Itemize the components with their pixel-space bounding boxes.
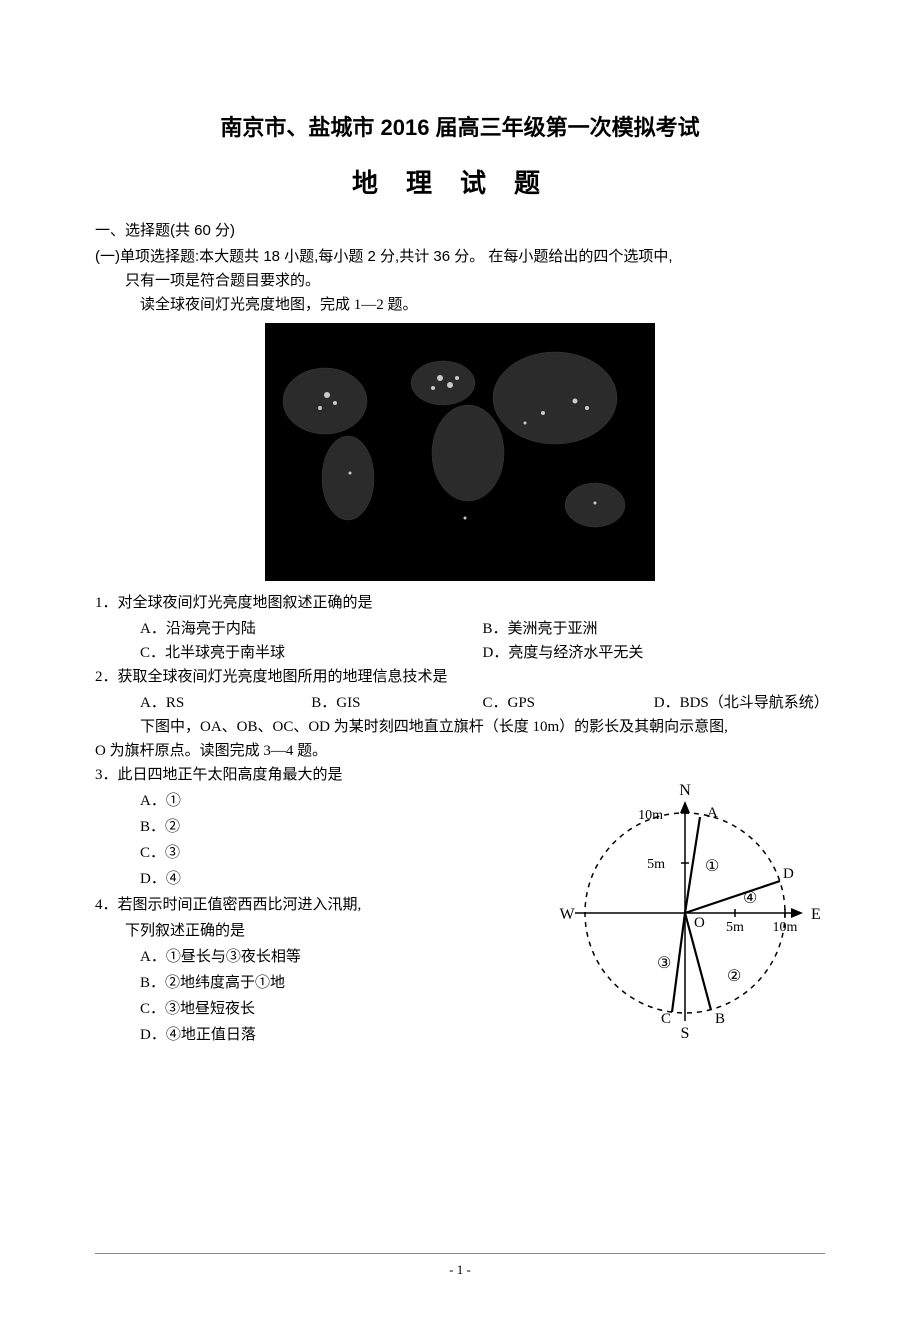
- page-footer: - 1 -: [95, 1253, 825, 1281]
- q3-opt-c: C．③: [140, 841, 535, 865]
- q4-options: A．①昼长与③夜长相等 B．②地纬度高于①地 C．③地昼短夜长 D．④地正值日落: [95, 945, 535, 1047]
- q4-opt-a: A．①昼长与③夜长相等: [140, 945, 535, 969]
- q1-stem: 1．对全球夜间灯光亮度地图叙述正确的是: [95, 591, 825, 615]
- q3-options: A．① B．② C．③ D．④: [95, 789, 535, 891]
- tick-10m-n: 10m: [638, 808, 663, 823]
- q2-opt-a: A．RS: [140, 691, 311, 715]
- endpoint-C: C: [661, 1011, 671, 1027]
- tick-5m-e: 5m: [726, 920, 744, 935]
- tick-5m-n: 5m: [647, 857, 665, 872]
- label-S: S: [681, 1025, 690, 1042]
- endpoint-B: B: [715, 1011, 725, 1027]
- intro-q3-q4-line1: 下图中，OA、OB、OC、OD 为某时刻四地直立旗杆（长度 10m）的影长及其朝…: [95, 715, 825, 739]
- earth-night-map: [265, 323, 655, 581]
- q3-opt-b: B．②: [140, 815, 535, 839]
- circled-4: ④: [743, 890, 757, 907]
- page-number: - 1 -: [449, 1262, 471, 1277]
- q3-opt-a: A．①: [140, 789, 535, 813]
- q2-stem: 2．获取全球夜间灯光亮度地图所用的地理信息技术是: [95, 665, 825, 689]
- subsection-1-line1: (一)单项选择题:本大题共 18 小题,每小题 2 分,共计 36 分。 在每小…: [95, 245, 825, 269]
- q4-stem: 4．若图示时间正值密西西比河进入汛期,: [95, 893, 535, 917]
- endpoint-A: A: [707, 805, 718, 821]
- label-N: N: [679, 782, 691, 799]
- q3-stem: 3．此日四地正午太阳高度角最大的是: [95, 763, 535, 787]
- q4-opt-b: B．②地纬度高于①地: [140, 971, 535, 995]
- q4-opt-c: C．③地昼短夜长: [140, 997, 535, 1021]
- compass-diagram: N S W E O 10m 5m 5m 10m ① ② ③ ④ A B C D: [545, 763, 825, 1063]
- intro-q3-q4-line2: O 为旗杆原点。读图完成 3—4 题。: [95, 739, 825, 763]
- q1-options-row1: A．沿海亮于内陆 B．美洲亮于亚洲: [95, 617, 825, 641]
- endpoint-D: D: [783, 866, 794, 882]
- section-1-heading: 一、选择题(共 60 分): [95, 219, 825, 243]
- circled-3: ③: [657, 955, 671, 972]
- q1-options-row2: C．北半球亮于南半球 D．亮度与经济水平无关: [95, 641, 825, 665]
- q2-opt-b: B．GIS: [311, 691, 482, 715]
- circled-1: ①: [705, 858, 719, 875]
- q1-opt-b: B．美洲亮于亚洲: [483, 617, 826, 641]
- tick-10m-e: 10m: [773, 920, 798, 935]
- subsection-1-line2: 只有一项是符合题目要求的。: [95, 269, 825, 293]
- q1-opt-a: A．沿海亮于内陆: [140, 617, 483, 641]
- q4-opt-d: D．④地正值日落: [140, 1023, 535, 1047]
- subject-title: 地理试题: [95, 163, 825, 205]
- q2-opt-d: D．BDS（北斗导航系统）: [654, 691, 825, 715]
- q2-options: A．RS B．GIS C．GPS D．BDS（北斗导航系统）: [95, 691, 825, 715]
- circled-2: ②: [727, 968, 741, 985]
- compass-svg: N S W E O 10m 5m 5m 10m ① ② ③ ④ A B C D: [545, 763, 825, 1063]
- intro-q1-q2: 读全球夜间灯光亮度地图，完成 1—2 题。: [95, 293, 825, 317]
- q3-opt-d: D．④: [140, 867, 535, 891]
- exam-title: 南京市、盐城市 2016 届高三年级第一次模拟考试: [95, 110, 825, 145]
- q4-stem-cont: 下列叙述正确的是: [95, 919, 535, 943]
- label-O: O: [694, 915, 705, 931]
- q1-opt-c: C．北半球亮于南半球: [140, 641, 483, 665]
- q2-opt-c: C．GPS: [483, 691, 654, 715]
- label-W: W: [559, 906, 575, 923]
- label-E: E: [811, 906, 821, 923]
- earth-map-svg: [265, 323, 655, 581]
- q1-opt-d: D．亮度与经济水平无关: [483, 641, 826, 665]
